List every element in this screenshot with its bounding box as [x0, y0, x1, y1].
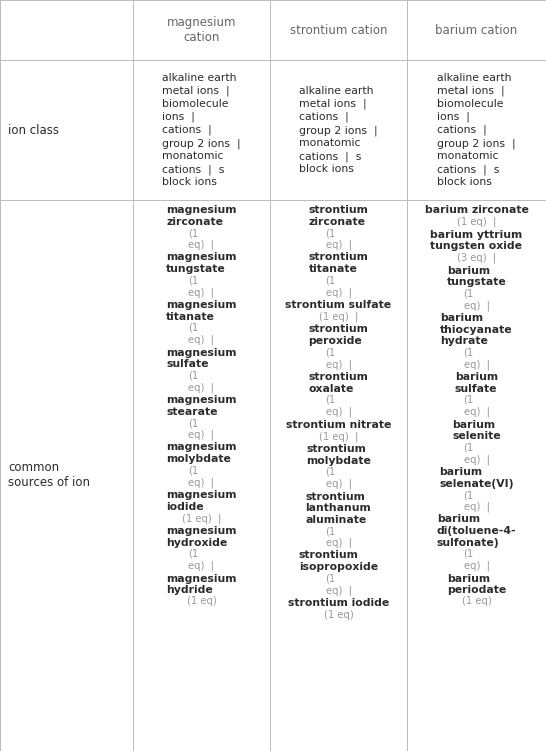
- Text: strontium cation: strontium cation: [290, 23, 387, 37]
- Text: strontium
zirconate: strontium zirconate: [308, 205, 369, 227]
- Text: (1
eq)  |: (1 eq) |: [464, 490, 490, 512]
- Text: strontium iodide: strontium iodide: [288, 598, 389, 608]
- Text: (1
eq)  |: (1 eq) |: [188, 228, 215, 250]
- Text: (1
eq)  |: (1 eq) |: [188, 370, 215, 393]
- Text: strontium
lanthanum
aluminate: strontium lanthanum aluminate: [306, 491, 371, 525]
- Text: (1
eq)  |: (1 eq) |: [325, 395, 352, 417]
- Text: magnesium
zirconate: magnesium zirconate: [166, 205, 237, 227]
- Text: common
sources of ion: common sources of ion: [8, 461, 90, 489]
- Text: (1 eq)  |: (1 eq) |: [182, 513, 221, 523]
- Text: (1 eq): (1 eq): [461, 596, 491, 607]
- Text: alkaline earth
metal ions  |
cations  |
group 2 ions  |
monatomic
cations  |  s
: alkaline earth metal ions | cations | gr…: [299, 86, 378, 174]
- Text: magnesium
sulfate: magnesium sulfate: [166, 348, 237, 369]
- Text: (1
eq)  |: (1 eq) |: [464, 442, 490, 465]
- Text: (1
eq)  |: (1 eq) |: [325, 276, 352, 297]
- Text: magnesium
iodide: magnesium iodide: [166, 490, 237, 511]
- Text: (1
eq)  |: (1 eq) |: [464, 288, 490, 311]
- Text: strontium
isopropoxide: strontium isopropoxide: [299, 550, 378, 572]
- Text: (1
eq)  |: (1 eq) |: [188, 466, 215, 487]
- Text: barium cation: barium cation: [435, 23, 518, 37]
- Text: barium
tungstate: barium tungstate: [447, 266, 506, 287]
- Text: strontium
titanate: strontium titanate: [308, 252, 369, 274]
- Text: (1 eq)  |: (1 eq) |: [457, 216, 496, 227]
- Text: (1
eq)  |: (1 eq) |: [188, 549, 215, 571]
- Text: magnesium
titanate: magnesium titanate: [166, 300, 237, 321]
- Text: (1 eq): (1 eq): [324, 610, 353, 620]
- Text: barium
periodate: barium periodate: [447, 574, 506, 595]
- Text: magnesium
cation: magnesium cation: [167, 16, 236, 44]
- Text: barium
selenate(VI): barium selenate(VI): [439, 467, 514, 489]
- Text: strontium nitrate: strontium nitrate: [286, 420, 391, 430]
- Text: magnesium
stearate: magnesium stearate: [166, 395, 237, 417]
- Text: (1
eq)  |: (1 eq) |: [325, 467, 352, 489]
- Text: strontium
molybdate: strontium molybdate: [306, 444, 371, 466]
- Text: barium yttrium
tungsten oxide: barium yttrium tungsten oxide: [430, 230, 523, 251]
- Text: strontium
peroxide: strontium peroxide: [308, 324, 369, 346]
- Text: barium
selenite: barium selenite: [452, 420, 501, 441]
- Text: (1
eq)  |: (1 eq) |: [325, 348, 352, 369]
- Text: magnesium
hydride: magnesium hydride: [166, 574, 237, 595]
- Text: (1
eq)  |: (1 eq) |: [464, 395, 490, 417]
- Text: (1
eq)  |: (1 eq) |: [464, 348, 490, 369]
- Text: ion class: ion class: [8, 123, 59, 137]
- Text: (1
eq)  |: (1 eq) |: [464, 549, 490, 571]
- Text: barium
sulfate: barium sulfate: [455, 372, 498, 394]
- Text: barium
thiocyanate
hydrate: barium thiocyanate hydrate: [440, 313, 513, 346]
- Text: alkaline earth
metal ions  |
biomolecule
ions  |
cations  |
group 2 ions  |
mona: alkaline earth metal ions | biomolecule …: [162, 73, 241, 188]
- Text: (1
eq)  |: (1 eq) |: [325, 526, 352, 548]
- Text: barium
di(toluene-4-
sulfonate): barium di(toluene-4- sulfonate): [437, 514, 517, 547]
- Text: (1
eq)  |: (1 eq) |: [188, 418, 215, 440]
- Text: barium zirconate: barium zirconate: [425, 205, 529, 215]
- Text: strontium sulfate: strontium sulfate: [286, 300, 391, 310]
- Text: (1
eq)  |: (1 eq) |: [325, 228, 352, 250]
- Text: strontium
oxalate: strontium oxalate: [308, 372, 369, 394]
- Text: (1 eq)  |: (1 eq) |: [319, 312, 358, 322]
- Text: (1 eq): (1 eq): [187, 596, 216, 607]
- Text: (1
eq)  |: (1 eq) |: [188, 276, 215, 297]
- Text: alkaline earth
metal ions  |
biomolecule
ions  |
cations  |
group 2 ions  |
mona: alkaline earth metal ions | biomolecule …: [437, 73, 516, 188]
- Text: (1
eq)  |: (1 eq) |: [188, 323, 215, 345]
- Text: magnesium
molybdate: magnesium molybdate: [166, 442, 237, 464]
- Text: (3 eq)  |: (3 eq) |: [457, 252, 496, 263]
- Text: (1
eq)  |: (1 eq) |: [325, 574, 352, 596]
- Text: magnesium
tungstate: magnesium tungstate: [166, 252, 237, 274]
- Text: magnesium
hydroxide: magnesium hydroxide: [166, 526, 237, 547]
- Text: (1 eq)  |: (1 eq) |: [319, 431, 358, 442]
